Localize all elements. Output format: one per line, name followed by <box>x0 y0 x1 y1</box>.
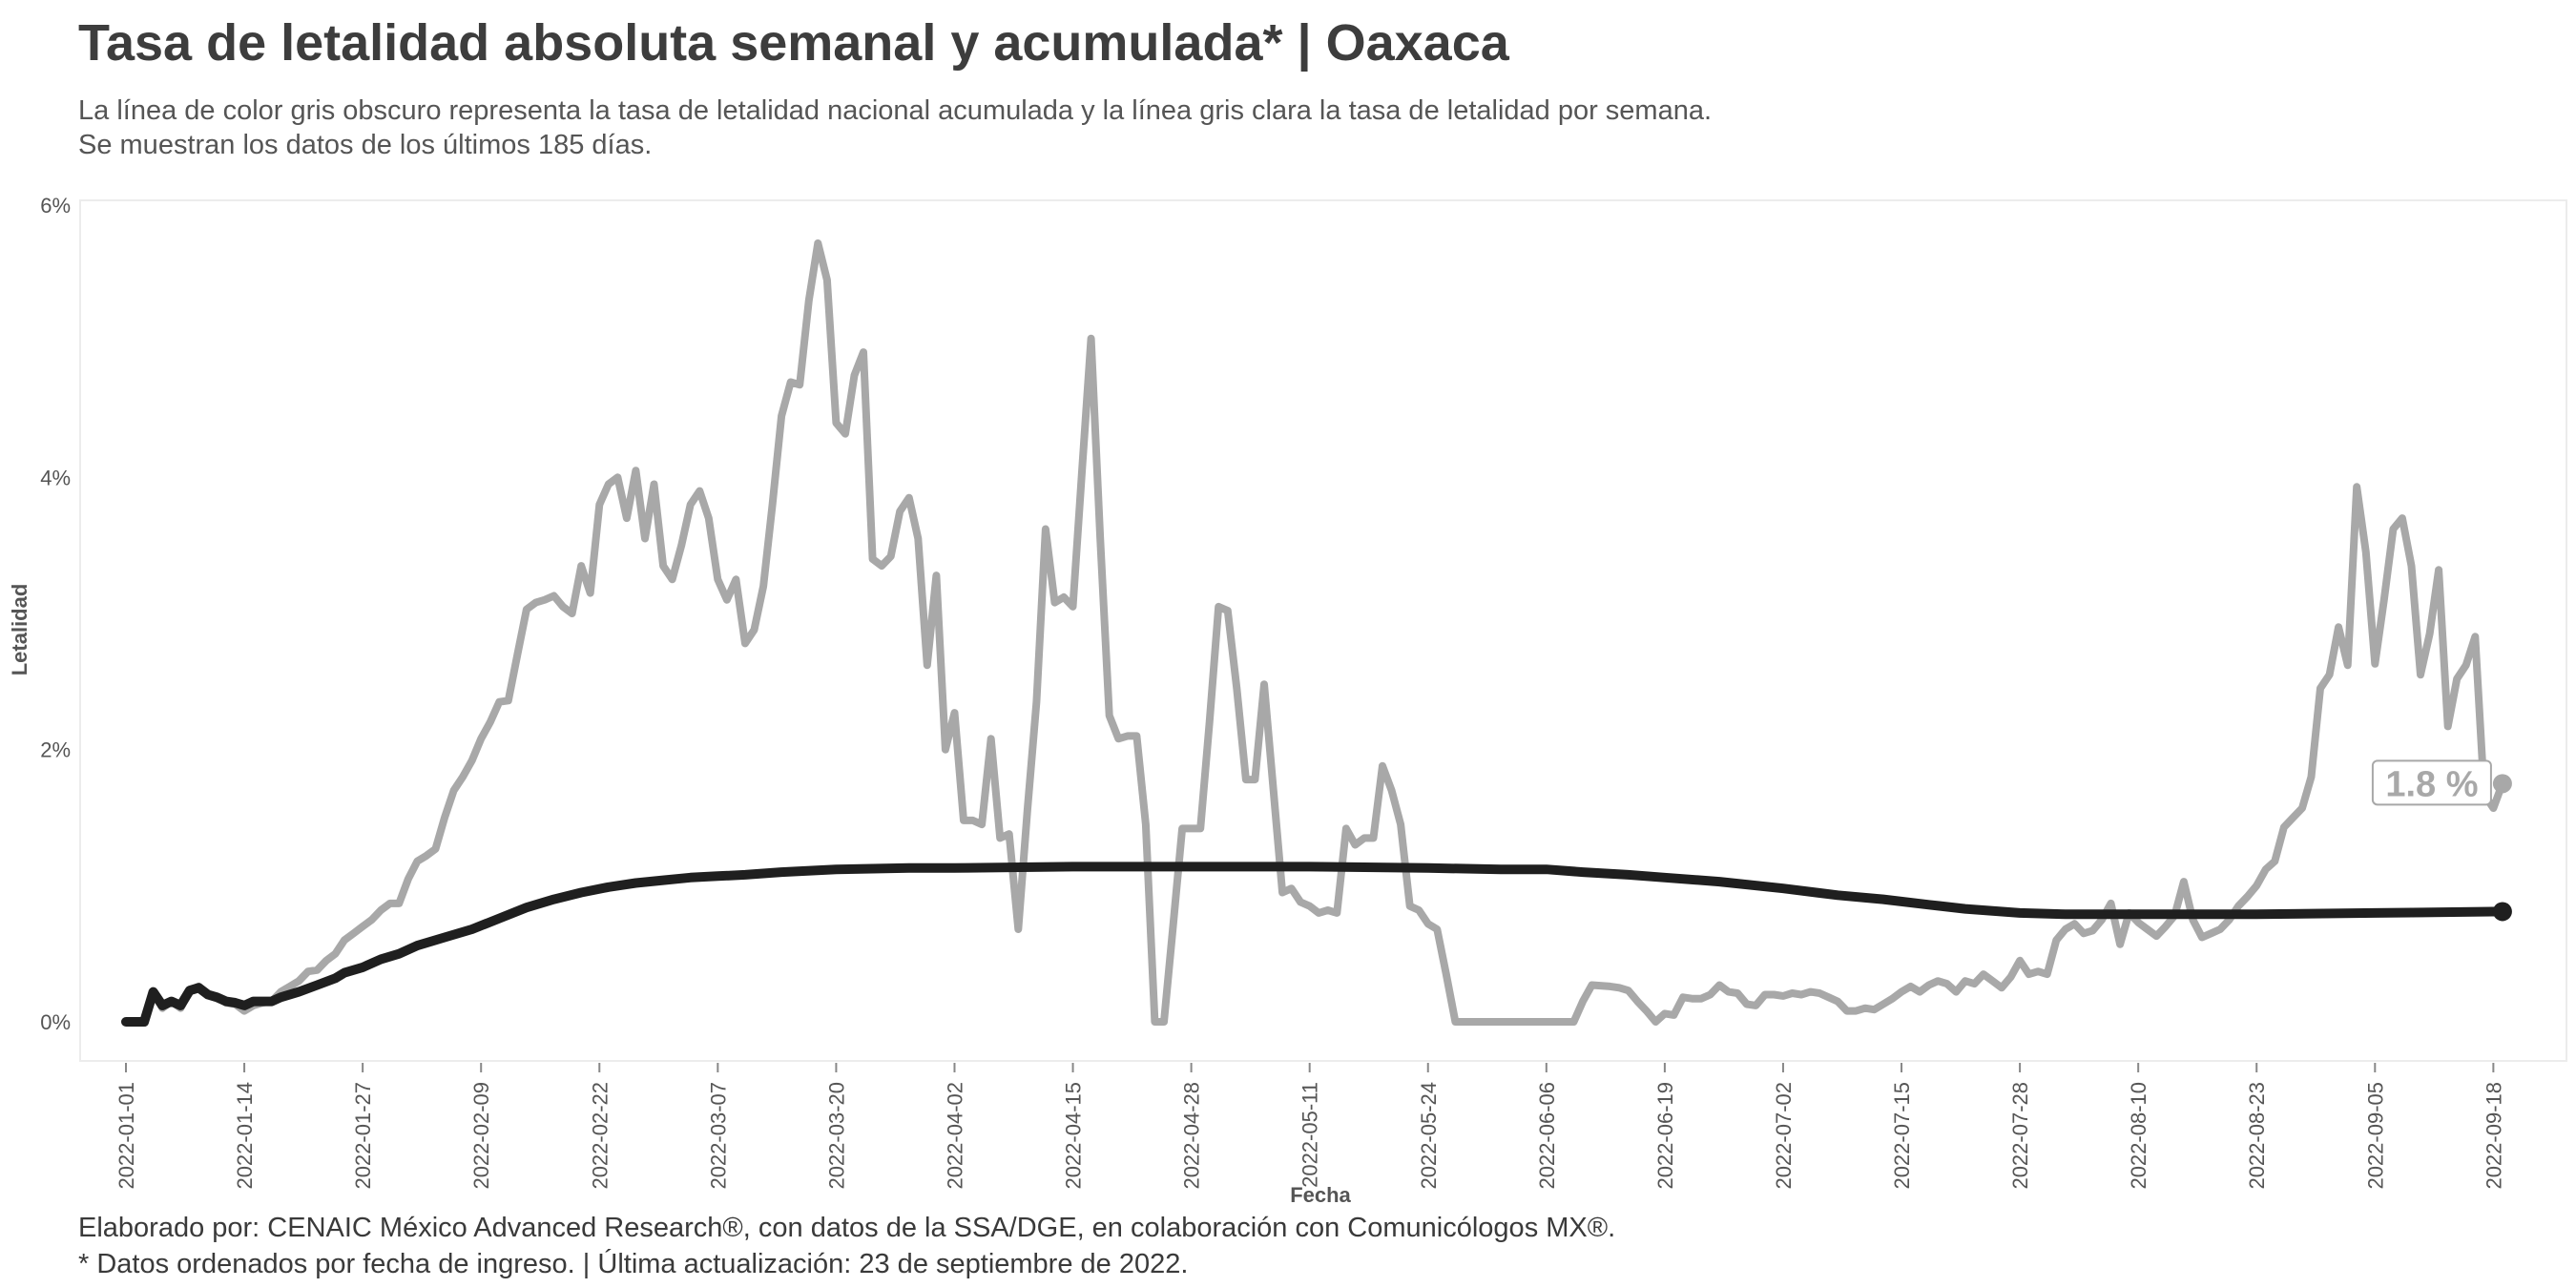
x-tick-label: 2022-02-22 <box>588 1082 612 1190</box>
chart-caption: Elaborado por: CENAIC México Advanced Re… <box>78 1210 1615 1282</box>
y-tick-label: 0% <box>40 1010 71 1034</box>
chart-subtitle: La línea de color gris obscuro represent… <box>78 93 1712 162</box>
x-tick-label: 2022-08-10 <box>2127 1082 2150 1190</box>
end-markers: 1.8 % <box>2371 759 2512 922</box>
x-tick-label: 2022-04-02 <box>943 1082 966 1190</box>
x-tick-label: 2022-09-05 <box>2363 1082 2387 1190</box>
x-tick-label: 2022-01-01 <box>114 1082 138 1190</box>
x-tick-label: 2022-06-06 <box>1535 1082 1559 1190</box>
x-tick-label: 2022-06-19 <box>1653 1082 1677 1190</box>
chart-title: Tasa de letalidad absoluta semanal y acu… <box>78 14 1509 72</box>
subtitle-line-1: La línea de color gris obscuro represent… <box>78 95 1713 126</box>
y-tick-label: 4% <box>40 466 71 489</box>
x-tick-label: 2022-08-23 <box>2245 1082 2269 1190</box>
end-value-label: 1.8 % <box>2385 764 2478 804</box>
caption-line-2: * Datos ordenados por fecha de ingreso. … <box>78 1249 1189 1279</box>
x-tick-label: 2022-04-15 <box>1062 1082 1086 1190</box>
end-value-label-box <box>2371 759 2492 806</box>
x-tick-label: 2022-01-14 <box>233 1082 257 1190</box>
x-tick-label: 2022-07-28 <box>2008 1082 2032 1190</box>
x-axis: 2022-01-01 2022-01-14 2022-01-27 2022-02-09… <box>114 1063 2505 1190</box>
x-tick-label: 2022-02-09 <box>469 1082 493 1190</box>
caption-line-1: Elaborado por: CENAIC México Advanced Re… <box>78 1213 1616 1243</box>
x-tick-label: 2022-01-27 <box>351 1082 375 1190</box>
weekly-end-point <box>2492 774 2512 794</box>
x-tick-label: 2022-07-02 <box>1772 1082 1796 1190</box>
plot-panel-border <box>79 199 2567 1062</box>
y-tick-label: 2% <box>40 738 71 762</box>
x-tick-label: 2022-07-15 <box>1890 1082 1914 1190</box>
x-tick-label: 2022-04-28 <box>1180 1082 1204 1190</box>
x-tick-label: 2022-05-24 <box>1417 1082 1441 1190</box>
x-tick-label: 2022-03-20 <box>824 1082 848 1190</box>
subtitle-line-2: Se muestran los datos de los últimos 185… <box>78 130 653 160</box>
cumulative-end-point <box>2492 902 2512 922</box>
x-tick-label: 2022-05-11 <box>1298 1082 1322 1188</box>
x-axis-title: Fecha <box>1290 1183 1351 1207</box>
x-tick-label: 2022-09-18 <box>2482 1082 2505 1190</box>
x-tick-label: 2022-03-07 <box>706 1082 730 1190</box>
y-tick-label: 6% <box>40 194 71 218</box>
weekly-series-line <box>122 239 2506 1026</box>
cumulative-series-line <box>121 862 2507 1027</box>
y-axis: 0% 2% 4% 6% <box>40 194 71 1034</box>
y-axis-title: Letalidad <box>8 584 31 676</box>
series-lines <box>121 239 2507 1027</box>
